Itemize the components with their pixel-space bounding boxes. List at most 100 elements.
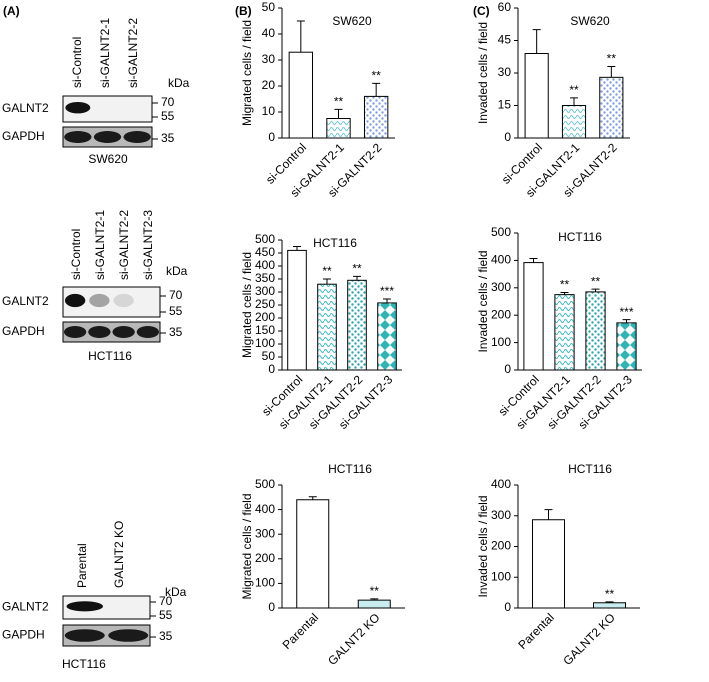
significance-label: ** [569,83,579,97]
y-tick-label: 150 [255,323,275,337]
chart-title: HCT116 [313,236,357,250]
y-tick-label: 45 [498,33,512,47]
marker-label: 35 [159,629,173,643]
error-bar [296,20,305,53]
x-tick-label: Parental [280,610,322,652]
cell-line-label: HCT116 [62,657,106,671]
unit-label: kDa [168,76,190,90]
error-bar [372,82,381,97]
y-tick-label: 500 [255,232,275,246]
lane-label: si-Control [70,37,84,88]
y-tick-label: 50 [262,0,276,14]
lane-label: si-Control [69,229,83,280]
blot-band [113,293,134,308]
y-tick-label: 40 [262,26,276,40]
bar [593,602,626,609]
bar [523,262,544,371]
error-bar [570,97,578,106]
y-tick-label: 400 [255,502,275,516]
bar [326,118,351,139]
significance-label: ** [591,274,601,288]
blot-band [63,326,87,338]
error-bar [605,601,614,603]
error-bar [293,246,301,251]
bar [347,279,367,371]
chart-title: SW620 [332,14,372,28]
protein-label: GALNT2 [2,294,49,308]
unit-label: kDa [166,264,188,278]
y-tick-label: 250 [255,297,275,311]
lane-label: si-GALNT2-2 [126,18,140,88]
blot-band [66,601,104,612]
y-axis-label: Invaded cells / field [476,22,490,124]
chart-title: HCT116 [328,462,372,476]
bar [554,294,575,371]
y-axis-label: Migrated cells / field [240,252,254,358]
y-tick-label: 0 [268,130,275,144]
y-tick-label: 50 [262,349,276,363]
error-bar [308,496,317,500]
marker-label: 70 [159,594,173,608]
x-tick-label: GALNT2 KO [325,610,383,668]
bar [532,519,565,609]
significance-label: ** [371,69,381,83]
y-tick-label: 200 [491,307,511,321]
bar [317,283,337,371]
chart-title: HCT116 [568,462,612,476]
y-tick-label: 60 [498,0,512,14]
blot-band [123,131,151,143]
lane-label: Parental [75,543,89,588]
x-tick-label: Parental [515,610,557,652]
lane-label: si-GALNT2-3 [141,210,155,280]
y-tick-label: 10 [262,104,276,118]
y-tick-label: 100 [491,335,511,349]
y-tick-label: 400 [491,253,511,267]
y-tick-label: 200 [491,539,511,553]
error-bar [370,598,379,601]
marker-label: 70 [161,95,175,109]
y-tick-label: 100 [491,569,511,583]
blot-box [62,321,161,343]
unit-label: kDa [165,585,187,599]
y-axis-label: Migrated cells / field [240,493,254,599]
y-tick-label: 0 [504,130,511,144]
protein-label: GAPDH [2,129,45,143]
panel-label: (A) [3,4,20,18]
y-tick-label: 200 [255,551,275,565]
y-tick-label: 15 [498,98,512,112]
y-tick-label: 0 [268,600,275,614]
blot-band [64,131,92,143]
error-bar [334,108,343,119]
error-bar [591,288,600,292]
bar [357,599,391,609]
y-tick-label: 500 [491,225,511,239]
significance-label: ** [560,278,570,292]
y-tick-label: 30 [498,65,512,79]
y-tick-label: 200 [255,310,275,324]
y-tick-label: 0 [504,362,511,376]
y-tick-label: 400 [255,258,275,272]
panel-label: (B) [235,4,252,18]
chart-title: SW620 [570,14,610,28]
significance-label: *** [380,284,394,298]
lane-label: si-GALNT2-1 [93,210,107,280]
y-tick-label: 0 [504,600,511,614]
significance-label: ** [322,264,332,278]
blot-band [108,629,149,642]
y-tick-label: 0 [268,362,275,376]
blot-band [64,629,105,642]
y-tick-label: 100 [255,336,275,350]
error-bar [383,298,391,303]
y-axis-label: Invaded cells / field [476,495,490,597]
error-bar [544,509,553,520]
blot-box [62,286,161,318]
bar [524,53,549,139]
blot-band [88,326,111,338]
protein-label: GALNT2 [2,101,49,115]
bar [377,302,397,371]
y-tick-label: 300 [255,284,275,298]
bar [288,51,314,139]
error-bar [622,319,631,323]
marker-label: 55 [169,304,183,318]
